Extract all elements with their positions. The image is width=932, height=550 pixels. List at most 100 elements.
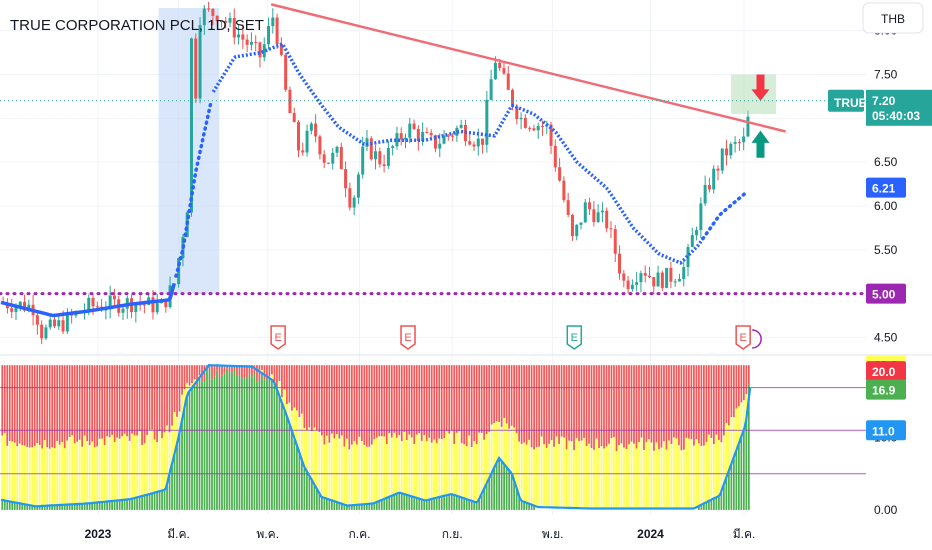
candle-body [455, 127, 459, 136]
candle [10, 298, 14, 319]
indicator-bar-red [181, 365, 183, 395]
indicator-bar-yellow [123, 433, 126, 500]
indicator-bar-yellow [151, 429, 153, 494]
indicator-bar-green [473, 501, 476, 510]
indicator-bar-green [291, 430, 293, 510]
candle-body [224, 20, 228, 23]
earnings-marker[interactable]: E [270, 325, 286, 350]
indicator-bar-red [588, 365, 590, 444]
indicator-bar-yellow [171, 425, 173, 464]
indicator-bar-yellow [635, 448, 638, 509]
candle [725, 139, 729, 166]
indicator-bar-yellow [730, 417, 733, 464]
indicator-bar-red [78, 365, 81, 440]
candle [528, 126, 532, 132]
candle-body [40, 324, 44, 339]
indicator-bar-green [51, 505, 54, 510]
indicator-bar-yellow [76, 441, 79, 504]
indicator-bar-red [700, 365, 703, 447]
indicator-bar-red [323, 365, 326, 445]
price-tick-label: 4.50 [874, 330, 898, 344]
indicator-bar-green [323, 497, 326, 510]
indicator-bar-red [106, 365, 108, 437]
indicator-bar-red [408, 365, 411, 435]
candle [720, 148, 724, 174]
indicator-mid-badge: 16.9 [866, 379, 906, 400]
candle-body [121, 308, 125, 313]
candle-body [356, 174, 360, 198]
indicator-bar-yellow [373, 439, 376, 504]
candle [695, 226, 699, 241]
indicator-bar-yellow [11, 441, 14, 502]
candle [626, 275, 630, 294]
indicator-bar-yellow [715, 434, 718, 498]
indicator-bar-green [121, 499, 123, 510]
indicator-bar-yellow [463, 444, 466, 499]
indicator-bar-green [345, 505, 348, 510]
indicator-bar-red [473, 365, 476, 442]
indicator-bar-green [53, 505, 56, 510]
indicator-bar-green [520, 500, 523, 510]
indicator-bar-yellow [310, 431, 313, 481]
indicator-pane[interactable] [0, 363, 866, 510]
indicator-bar-red [186, 365, 188, 383]
indicator-bar-green [1, 500, 4, 510]
candle [344, 161, 348, 198]
indicator-bar-red [383, 365, 386, 437]
indicator-bar-green [101, 501, 104, 510]
earnings-marker[interactable]: E [566, 325, 583, 350]
indicator-bar-red [158, 365, 161, 432]
indicator-bar-yellow [473, 441, 476, 502]
candle-body [733, 142, 737, 144]
indicator-bar-yellow [458, 431, 461, 497]
indicator-bar-green [737, 443, 740, 510]
indicator-bar-yellow [613, 437, 615, 509]
candle [219, 20, 223, 28]
indicator-bar-green [440, 496, 443, 510]
indicator-bar-yellow [598, 448, 600, 509]
candle-body [288, 89, 292, 114]
indicator-bar-yellow [510, 425, 513, 474]
indicator-bar-yellow [293, 407, 296, 439]
indicator-bar-red [533, 365, 535, 450]
indicator-bar-red [465, 365, 468, 447]
indicator-bar-red [278, 365, 281, 382]
candle-body [583, 202, 587, 223]
indicator-bar-yellow [355, 444, 358, 505]
currency-button[interactable]: THB [862, 2, 924, 34]
indicator-bar-red [203, 365, 206, 381]
candle-body [699, 203, 703, 231]
indicator-bar-green [420, 499, 423, 510]
indicator-bar-green [66, 504, 69, 510]
earnings-icon [270, 325, 286, 350]
ema-line [0, 282, 176, 318]
candle [309, 121, 313, 135]
indicator-bar-green [278, 396, 281, 510]
indicator-bar-yellow [732, 417, 735, 458]
candle-body [57, 320, 61, 327]
candle [155, 293, 159, 315]
indicator-bar-red [221, 365, 223, 376]
earnings-marker[interactable]: E [735, 325, 751, 350]
indicator-bar-green [213, 376, 216, 510]
time-axis[interactable]: 2023 มี.ค. พ.ค. ก.ค. ก.ย. พ.ย. 2024 มี.ค. [85, 527, 756, 541]
indicator-bar-green [483, 488, 486, 510]
indicator-bar-red [191, 365, 193, 384]
indicator-bar-red [276, 365, 278, 390]
indicator-bar-red [573, 365, 575, 451]
indicator-bar-green [503, 464, 506, 510]
indicator-bar-red [393, 365, 396, 433]
indicator-bar-yellow [478, 432, 481, 499]
candle-body [746, 116, 750, 137]
indicator-bar-red [6, 365, 9, 446]
earnings-marker[interactable]: E [400, 325, 416, 350]
candle [271, 8, 275, 34]
indicator-bar-yellow [558, 443, 560, 508]
candle-body [254, 41, 258, 43]
candle [57, 316, 61, 330]
indicator-bar-red [368, 365, 371, 447]
indicator-tick-label: 0.00 [874, 503, 898, 517]
indicator-bar-green [320, 497, 323, 510]
candle [292, 107, 296, 123]
